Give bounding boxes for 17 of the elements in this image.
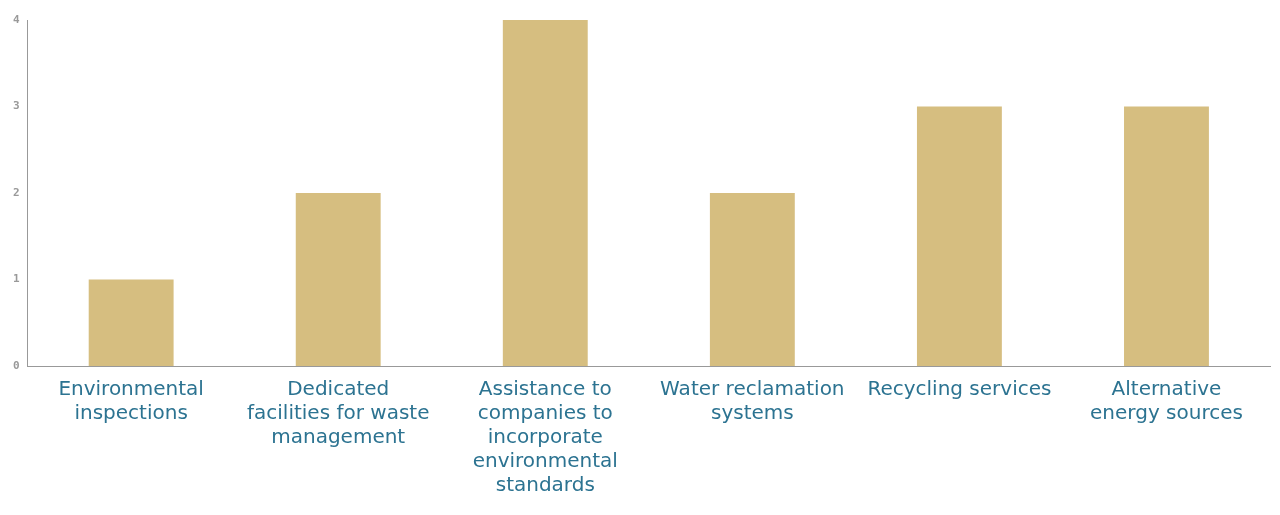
- bar: [502, 20, 588, 366]
- bar: [88, 279, 174, 366]
- x-tick-label: Water reclamation systems: [660, 376, 845, 425]
- y-tick-label: 1: [13, 272, 20, 286]
- bar: [295, 193, 381, 366]
- y-tick-label: 2: [13, 185, 20, 199]
- bar: [916, 106, 1002, 366]
- bar: [709, 193, 795, 366]
- y-tick-label: 4: [13, 12, 20, 26]
- x-tick-label: Environmental inspections: [58, 376, 204, 425]
- y-tick-label: 0: [13, 358, 20, 372]
- x-tick-label: Alternative energy sources: [1090, 376, 1243, 425]
- bar: [1124, 106, 1209, 366]
- x-tick-label: Assistance to companies to incorporate environmental standards: [472, 376, 618, 497]
- x-tick-label: Dedicated facilities for waste management: [246, 376, 430, 449]
- x-tick-label: Recycling services: [867, 376, 1052, 401]
- y-tick-label: 3: [13, 99, 20, 113]
